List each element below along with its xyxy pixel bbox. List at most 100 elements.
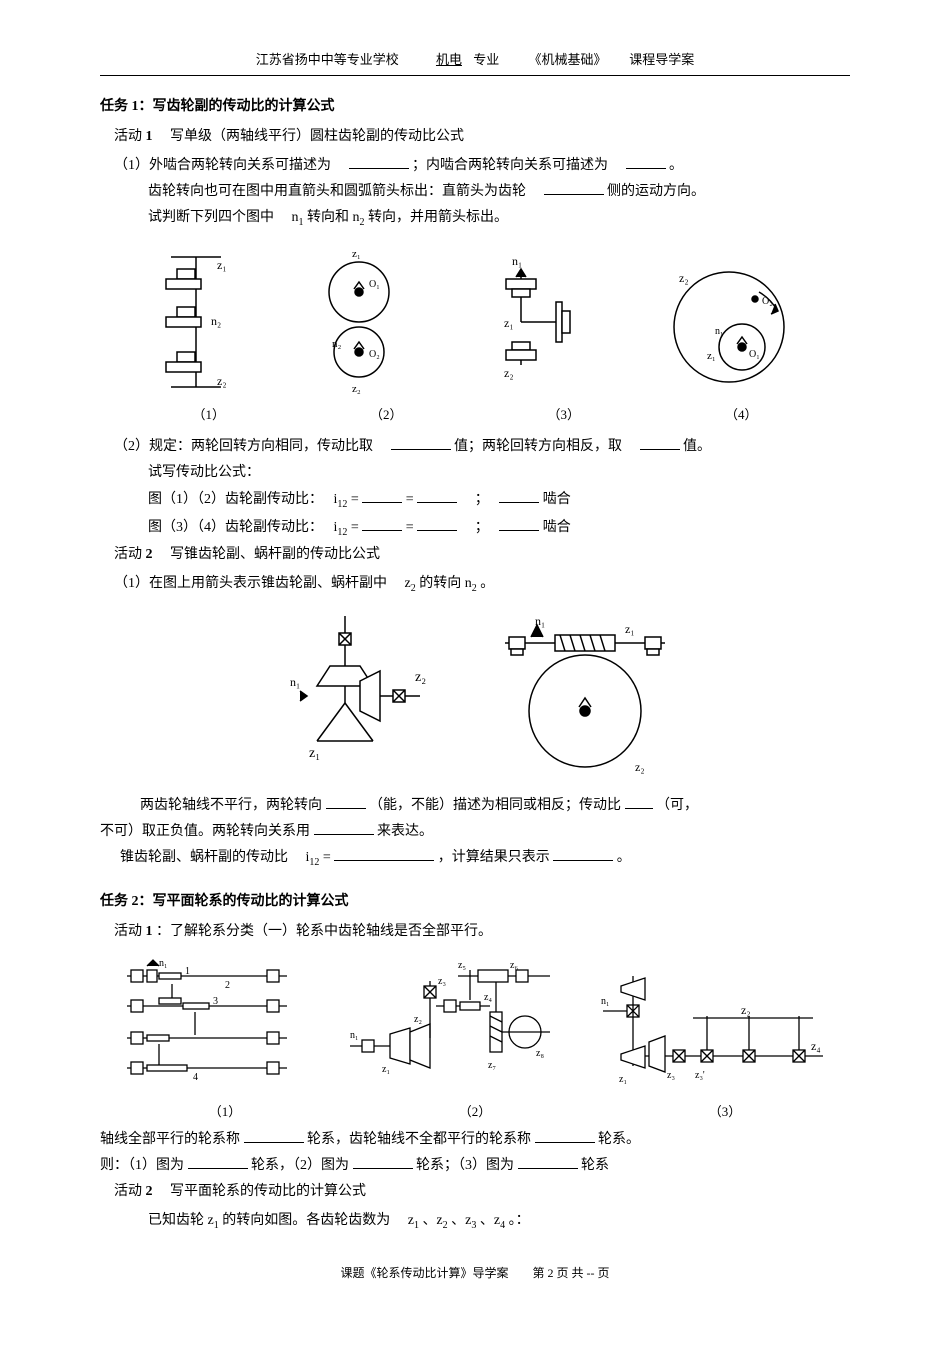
svg-text:O₂: O₂ xyxy=(762,296,773,307)
diagram-row-1: z₁ n₂ z₂ z₁ O₁ n₂ O₂ z₂ xyxy=(120,247,830,397)
svg-text:2: 2 xyxy=(225,980,230,991)
cap-4: （4） xyxy=(691,405,791,426)
svg-text:O₁: O₁ xyxy=(369,279,380,290)
t1a1-p4: （2）规定：两轮回转方向相同，传动比取 值；两轮回转方向相反，取 值。 xyxy=(114,436,850,458)
svg-text:z₁: z₁ xyxy=(382,1064,390,1075)
t2cap-2: （2） xyxy=(375,1102,575,1123)
svg-text:n₁: n₁ xyxy=(715,326,724,337)
blank[interactable] xyxy=(244,1129,304,1143)
blank[interactable] xyxy=(362,517,402,531)
svg-text:z₃: z₃ xyxy=(438,976,446,987)
three-cap-row: （1） （2） （3） xyxy=(100,1102,850,1123)
svg-text:z₈: z₈ xyxy=(536,1048,544,1059)
t1a1-p6: 图（1）（2）齿轮副传动比： i12 = = ； 啮合 xyxy=(148,489,850,513)
blank[interactable] xyxy=(625,795,653,809)
diagram-1: z₁ n₂ z₂ xyxy=(151,247,241,397)
t2a1-p1: 轴线全部平行的轮系称 轮系，齿轮轴线不全都平行的轮系称 轮系。 xyxy=(100,1129,850,1151)
school-name: 江苏省扬中中等专业学校 xyxy=(256,52,399,67)
svg-text:z₂: z₂ xyxy=(352,383,361,395)
blank[interactable] xyxy=(349,155,409,169)
task1-title: 任务 1：写齿轮副的传动比的计算公式 xyxy=(100,96,850,118)
blank[interactable] xyxy=(353,1155,413,1169)
t2cap-1: （1） xyxy=(125,1102,325,1123)
bevel-diagram: n₁ z₂ z₁ xyxy=(265,611,435,781)
t1a1-p5: 试写传动比公式： xyxy=(148,462,850,484)
blank[interactable] xyxy=(553,847,613,861)
t1a2-p3: 不可）取正负值。两轮转向关系用 来表达。 xyxy=(100,821,850,843)
svg-text:O₁: O₁ xyxy=(749,349,760,360)
t1a2-p4: 锥齿轮副、蜗杆副的传动比 i12 = ，计算结果只表示 。 xyxy=(120,847,850,871)
svg-text:z₁: z₁ xyxy=(309,746,320,761)
geartrain-2: n₁ z₁ z₂ z₃ z₄ z₅ xyxy=(340,956,560,1096)
major-underline: 机电 xyxy=(428,52,470,67)
svg-text:z₂: z₂ xyxy=(504,366,514,380)
blank[interactable] xyxy=(188,1155,248,1169)
diagram-2: z₁ O₁ n₂ O₂ z₂ xyxy=(304,247,414,397)
geartrain-3: n₁ z₁ z₃ z₃' z₂ xyxy=(593,956,833,1096)
blank[interactable] xyxy=(626,155,666,169)
t1a1-p7: 图（3）（4）齿轮副传动比： i12 = = ； 啮合 xyxy=(148,517,850,541)
svg-text:z₁: z₁ xyxy=(707,350,716,362)
diagram-3: n₁ z₁ z₂ xyxy=(476,247,586,397)
blank[interactable] xyxy=(499,489,539,503)
blank[interactable] xyxy=(334,847,434,861)
page-header: 江苏省扬中中等专业学校 机电 专业 《机械基础》 课程导学案 xyxy=(100,50,850,76)
blank[interactable] xyxy=(314,821,374,835)
blank[interactable] xyxy=(640,436,680,450)
svg-text:z₂: z₂ xyxy=(679,271,689,285)
svg-text:z₁: z₁ xyxy=(504,316,514,330)
blank[interactable] xyxy=(417,489,457,503)
t2-act1-title: 活动 1 ：了解轮系分类（一）轮系中齿轮轴线是否全部平行。 xyxy=(114,921,850,943)
svg-text:z₃': z₃' xyxy=(695,1070,705,1081)
header-suffix: 课程导学案 xyxy=(629,52,694,67)
diagram-4: z₂ O₂ n₁ z₁ O₁ xyxy=(649,247,799,397)
svg-text:z₄: z₄ xyxy=(811,1039,821,1053)
svg-text:O₂: O₂ xyxy=(369,349,380,360)
blank[interactable] xyxy=(326,795,366,809)
svg-text:z₁: z₁ xyxy=(619,1074,627,1085)
svg-text:z₆: z₆ xyxy=(510,960,518,971)
svg-text:z₄: z₄ xyxy=(484,992,492,1003)
svg-text:z₁: z₁ xyxy=(352,248,361,260)
blank[interactable] xyxy=(518,1155,578,1169)
svg-text:n₁: n₁ xyxy=(290,675,300,689)
svg-text:z₅: z₅ xyxy=(458,960,466,971)
t1a2-p1: （1）在图上用箭头表示锥齿轮副、蜗杆副中 z2 的转向 n2 。 xyxy=(114,573,850,597)
blank[interactable] xyxy=(391,436,451,450)
t1a1-p1: （1）外啮合两轮转向关系可描述为 ；内啮合两轮转向关系可描述为 。 xyxy=(114,155,850,177)
svg-text:n₁: n₁ xyxy=(601,996,610,1007)
t1a2-p2: 两齿轮轴线不平行，两轮转向 （能，不能）描述为相同或相反；传动比 （可， xyxy=(140,795,850,817)
svg-text:1: 1 xyxy=(185,966,190,977)
act1-num: 1 xyxy=(146,129,153,144)
task2-title: 任务 2：写平面轮系的传动比的计算公式 xyxy=(100,891,850,913)
blank[interactable] xyxy=(499,517,539,531)
blank[interactable] xyxy=(417,517,457,531)
blank[interactable] xyxy=(362,489,402,503)
svg-text:n₁: n₁ xyxy=(350,1030,359,1041)
svg-text:z₃: z₃ xyxy=(667,1070,675,1081)
two-diag-row: n₁ z₂ z₁ n₁ xyxy=(100,611,850,781)
act2-title: 活动 2 写锥齿轮副、蜗杆副的传动比公式 xyxy=(114,544,850,566)
page-footer: 课题《轮系传动比计算》导学案 第 2 页 共 -- 页 xyxy=(100,1264,850,1283)
svg-text:z₂: z₂ xyxy=(415,670,426,685)
worm-diagram: n₁ z₁ z₂ xyxy=(485,611,685,781)
svg-text:n₁: n₁ xyxy=(512,254,522,268)
t1a1-p3: 试判断下列四个图中 n1 转向和 n2 转向，并用箭头标出。 xyxy=(148,207,850,231)
act2-num: 2 xyxy=(146,547,153,562)
blank[interactable] xyxy=(535,1129,595,1143)
gear-train-row: n₁ 1 3 2 xyxy=(100,956,850,1096)
svg-text:z₂: z₂ xyxy=(635,760,645,774)
svg-text:z₂: z₂ xyxy=(414,1014,422,1025)
cap-3: （3） xyxy=(514,405,614,426)
caption-row-1: （1） （2） （3） （4） xyxy=(120,405,830,426)
t2cap-3: （3） xyxy=(625,1102,825,1123)
cap-2: （2） xyxy=(336,405,436,426)
svg-text:4: 4 xyxy=(193,1072,198,1083)
svg-text:n₂: n₂ xyxy=(211,314,221,328)
svg-text:n₂: n₂ xyxy=(332,338,342,350)
t2-act2-title: 活动 2 写平面轮系的传动比的计算公式 xyxy=(114,1181,850,1203)
svg-text:z₂: z₂ xyxy=(217,374,227,388)
course-name: 《机械基础》 xyxy=(529,52,601,67)
geartrain-1: n₁ 1 3 2 xyxy=(117,956,307,1096)
blank[interactable] xyxy=(544,181,604,195)
